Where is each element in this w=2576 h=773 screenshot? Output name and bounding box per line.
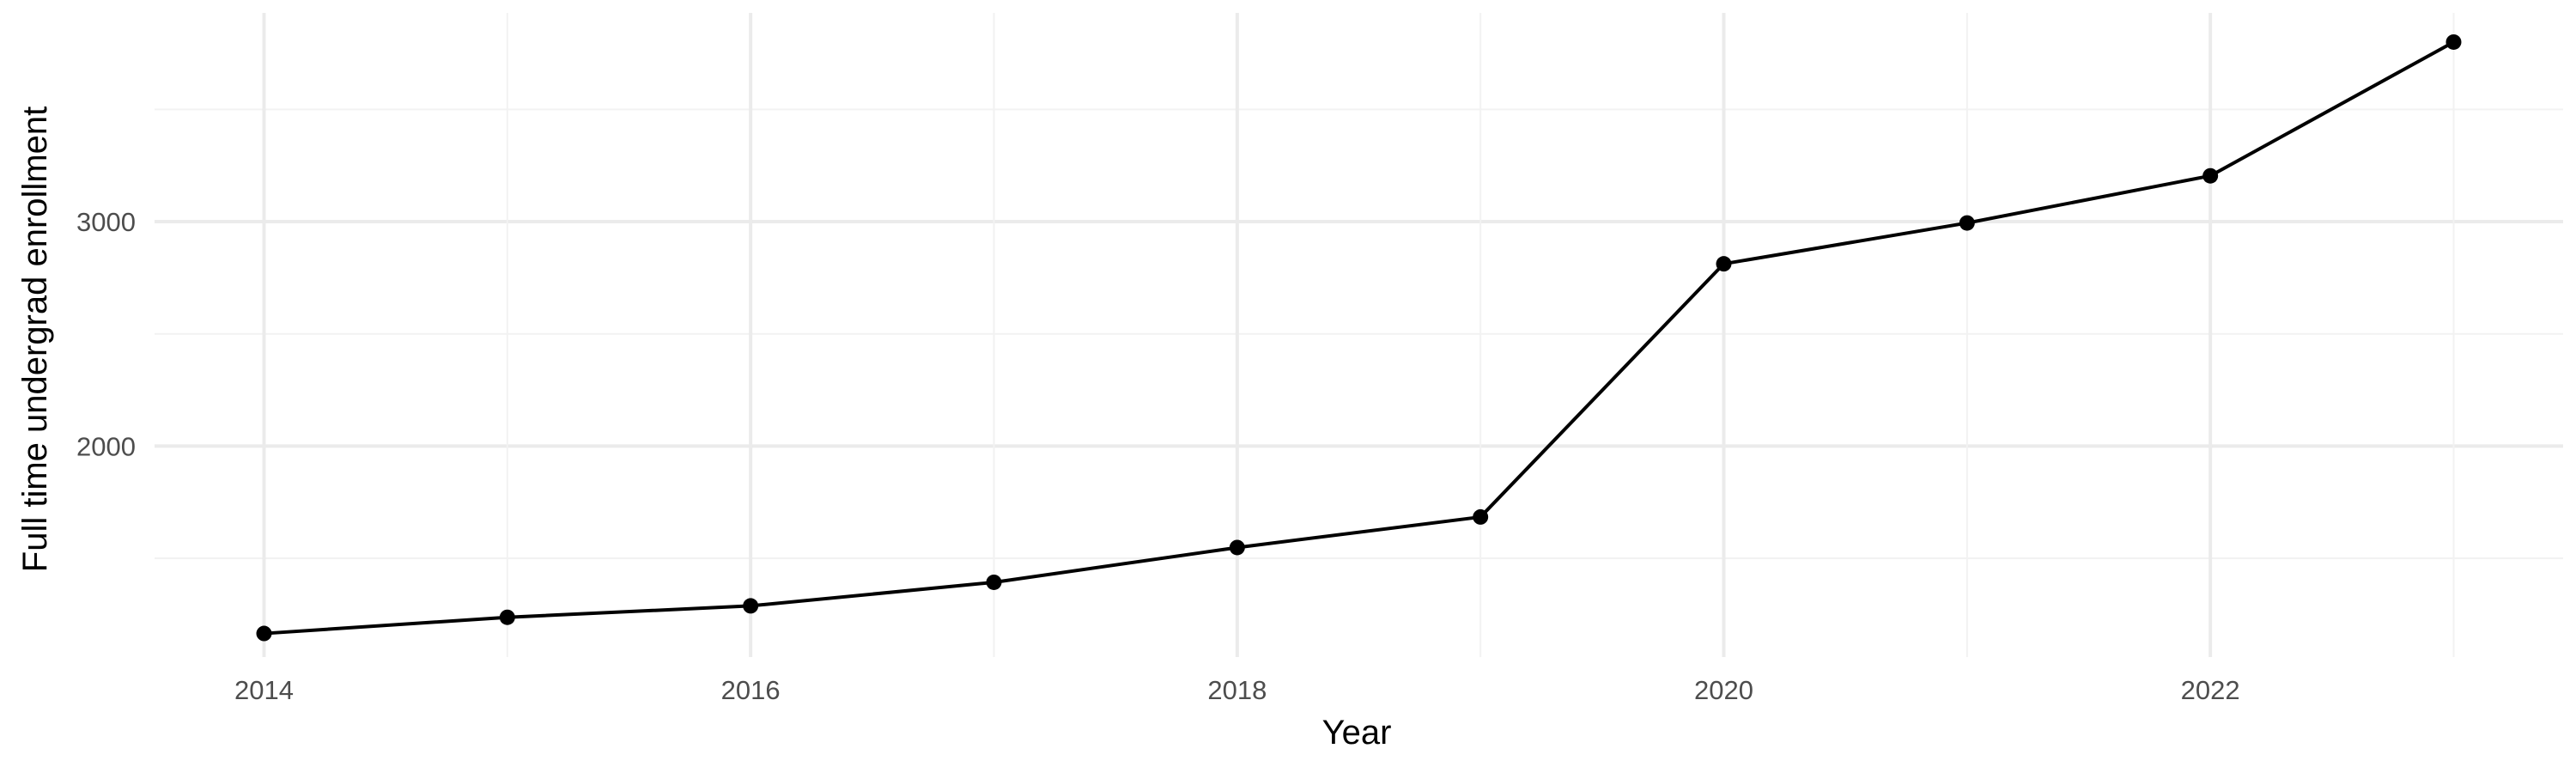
data-point — [1716, 256, 1732, 272]
x-tick-label: 2018 — [1207, 675, 1267, 705]
y-axis-title: Full time undergrad enrollment — [16, 107, 54, 572]
x-tick-label: 2014 — [234, 675, 294, 705]
data-point — [256, 625, 272, 642]
data-point — [499, 609, 515, 625]
y-axis-ticks: 2000 3000 — [76, 207, 136, 461]
data-point — [1229, 539, 1245, 556]
series-line — [264, 40, 2455, 636]
data-point — [986, 574, 1002, 590]
data-point — [2202, 167, 2219, 184]
y-tick-label: 2000 — [76, 431, 136, 461]
data-point — [1959, 215, 1975, 231]
data-point — [2445, 33, 2462, 50]
data-point — [1473, 508, 1489, 525]
series-layer — [256, 33, 2462, 642]
x-tick-label: 2016 — [721, 675, 781, 705]
x-tick-label: 2020 — [1694, 675, 1753, 705]
data-point — [743, 598, 759, 614]
y-tick-label: 3000 — [76, 207, 136, 237]
x-axis-title: Year — [1322, 714, 1392, 752]
x-tick-label: 2022 — [2181, 675, 2240, 705]
grid-lines — [155, 13, 2563, 657]
x-axis-ticks: 2014 2016 2018 2020 2022 — [234, 675, 2240, 705]
